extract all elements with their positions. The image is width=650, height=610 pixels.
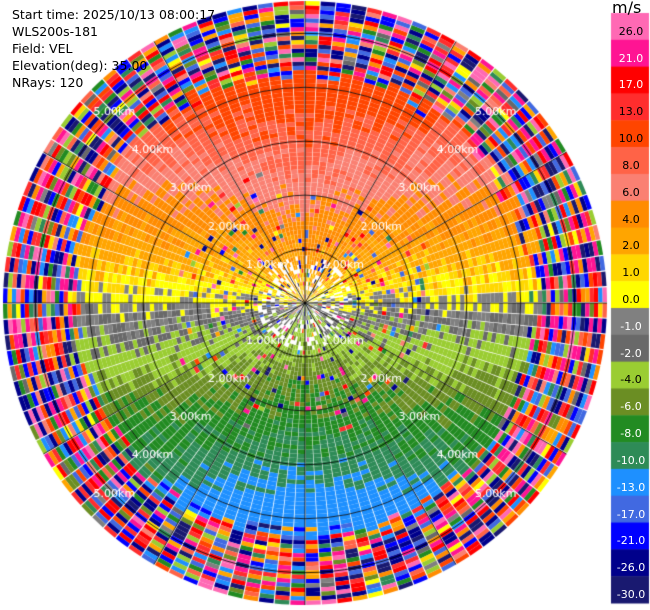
colorbar-tick-label: -10.0 (616, 453, 646, 467)
colorbar-tick-label: 6.0 (622, 185, 640, 199)
colorbar-unit: m/s (612, 0, 642, 17)
colorbar-tick-label: 4.0 (622, 212, 640, 226)
colorbar-tick-label: -6.0 (620, 400, 642, 414)
plot-info: Start time: 2025/10/13 08:00:17 WLS200s-… (12, 6, 215, 91)
colorbar-tick-label: 10.0 (618, 132, 644, 146)
colorbar-tick-label: 13.0 (618, 105, 644, 119)
instrument-text: WLS200s-181 (12, 24, 98, 39)
colorbar-tick-label: 2.0 (622, 239, 640, 253)
colorbar-tick-label: 17.0 (618, 78, 644, 92)
colorbar-tick-label: -2.0 (620, 346, 642, 360)
field-text: Field: VEL (12, 41, 73, 56)
colorbar-tick-label: -4.0 (620, 373, 642, 387)
colorbar-tick-label: -30.0 (616, 588, 646, 601)
colorbar-tick-label: -17.0 (616, 507, 646, 521)
colorbar-tick-label: -13.0 (616, 480, 646, 494)
colorbar-tick-label: 21.0 (618, 51, 644, 65)
start-time-text: Start time: 2025/10/13 08:00:17 (12, 7, 216, 22)
colorbar-tick-label: 26.0 (618, 24, 644, 38)
colorbar-tick-label: -8.0 (620, 427, 642, 441)
colorbar-tick-label: -26.0 (616, 561, 646, 575)
colorbar-tick-label: 0.0 (622, 293, 640, 306)
nrays-text: NRays: 120 (12, 75, 84, 90)
colorbar-tick-label: 8.0 (622, 158, 640, 172)
colorbar-tick-label: -21.0 (616, 534, 646, 548)
elevation-text: Elevation(deg): 35.00 (12, 58, 148, 73)
colorbar-tick-label: 1.0 (622, 266, 640, 280)
colorbar-tick-label: -1.0 (620, 319, 642, 333)
